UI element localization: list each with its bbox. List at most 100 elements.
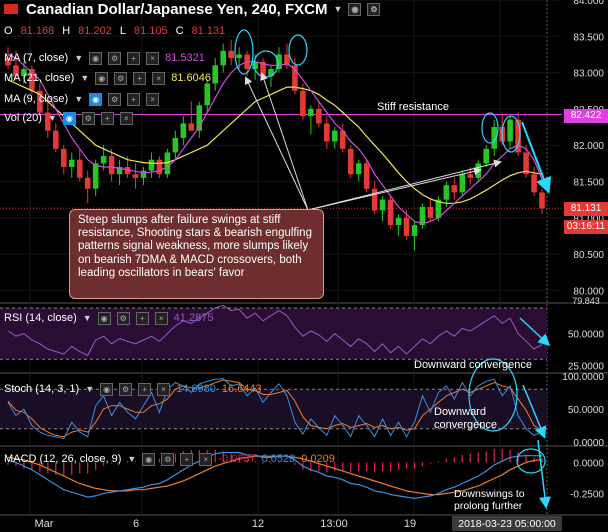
highlight-circle: [481, 112, 499, 144]
candle-body: [204, 83, 211, 106]
candle-body: [108, 156, 115, 175]
add-icon[interactable]: +: [127, 51, 141, 65]
candle-body: [507, 119, 513, 142]
add-icon[interactable]: +: [100, 111, 114, 125]
macd-histogram-bar: [174, 453, 176, 463]
rsi-value: 41.2875: [173, 312, 214, 324]
candle-body: [467, 174, 474, 178]
candle-body: [491, 127, 497, 149]
eye-icon[interactable]: ◉: [348, 2, 362, 16]
candle-body: [100, 156, 107, 164]
candle-body: [300, 90, 306, 117]
macd-histogram-bar: [262, 462, 264, 464]
candle-body: [411, 225, 418, 236]
close-icon[interactable]: ×: [199, 452, 213, 466]
price-axis-tick-label: 82.000: [573, 141, 604, 152]
chevron-down-icon[interactable]: ▼: [74, 53, 84, 63]
ma9-label: MA (9, close): [4, 93, 69, 105]
macd-histogram-bar: [111, 462, 113, 464]
eye-off-icon[interactable]: ◉: [62, 111, 76, 125]
add-icon[interactable]: +: [135, 311, 149, 325]
macd-line-value: 0.0528: [261, 453, 296, 465]
candle-body: [60, 148, 67, 167]
legend-ma7[interactable]: MA (7, close) ▼ ◉ ⚙ + × 81.5321: [4, 50, 205, 66]
macd-histogram-bar: [230, 453, 232, 463]
add-icon[interactable]: +: [180, 452, 194, 466]
price-axis-tick-label: 83.000: [573, 69, 604, 80]
close-icon[interactable]: ×: [146, 92, 160, 106]
macd-histogram-bar: [493, 448, 495, 463]
chevron-down-icon[interactable]: ▼: [80, 73, 90, 83]
eye-icon[interactable]: ◉: [95, 71, 109, 85]
close-icon[interactable]: ×: [157, 382, 171, 396]
macd-histogram-bar: [15, 462, 17, 467]
eye-icon[interactable]: ◉: [142, 452, 156, 466]
macd-histogram-bar: [389, 462, 392, 472]
chevron-down-icon[interactable]: ▼: [333, 4, 343, 14]
chevron-down-icon[interactable]: ▼: [127, 454, 137, 464]
stoch-k-value: 14.6980: [176, 383, 216, 395]
legend-ma21[interactable]: MA (21, close) ▼ ◉ ⚙ + × 81.6046: [4, 70, 211, 86]
rsi-convergence-note: Downward convergence: [414, 359, 533, 371]
close-icon[interactable]: ×: [119, 111, 133, 125]
macd-histogram-bar: [118, 462, 121, 463]
rsi-axis-tick-label: 25.0000: [568, 362, 605, 373]
eye-icon[interactable]: ◉: [100, 382, 114, 396]
add-icon[interactable]: +: [138, 382, 152, 396]
legend-ma9[interactable]: MA (9, close) ▼ ◉ ⚙ + ×: [4, 91, 160, 107]
candle-body: [419, 206, 426, 226]
macd-histogram-bar: [405, 462, 408, 469]
flag-icon: [4, 4, 18, 14]
stoch-axis-tick-label: 0.0000: [573, 438, 604, 449]
candle-body: [403, 217, 410, 236]
stoch-trend-arrow: [522, 384, 547, 439]
add-icon[interactable]: +: [133, 71, 147, 85]
crosshair-time-label: 2018-03-23 05:00:00: [458, 518, 556, 530]
candle-body: [220, 50, 226, 66]
time-axis-tick-label: Mar: [35, 518, 54, 530]
eye-icon[interactable]: ◉: [97, 311, 111, 325]
macd-histogram-bar: [134, 461, 137, 463]
legend-vol[interactable]: Vol (20) ▼ ◉ ⚙ + ×: [4, 110, 133, 126]
rsi-trend-arrow: [519, 317, 551, 347]
settings-icon[interactable]: ⚙: [108, 92, 122, 106]
settings-icon[interactable]: ⚙: [114, 71, 128, 85]
macd-histogram-bar: [350, 462, 352, 473]
eye-off-icon[interactable]: ◉: [89, 92, 103, 106]
chevron-down-icon[interactable]: ▼: [85, 384, 95, 394]
macd-histogram-bar: [310, 462, 312, 472]
candle-body: [355, 163, 362, 175]
settings-icon[interactable]: ⚙: [161, 452, 175, 466]
chevron-down-icon[interactable]: ▼: [82, 313, 92, 323]
stoch-k-line: [7, 378, 543, 440]
candle-body: [539, 192, 545, 209]
candle-body: [316, 108, 322, 124]
ma21-label: MA (21, close): [4, 72, 75, 84]
candle-body: [531, 174, 537, 193]
add-icon[interactable]: +: [127, 92, 141, 106]
legend-rsi[interactable]: RSI (14, close) ▼ ◉ ⚙ + × 41.2875: [4, 310, 213, 326]
settings-icon[interactable]: ⚙: [116, 311, 130, 325]
close-icon[interactable]: ×: [154, 311, 168, 325]
time-axis-tick-label: 6: [133, 518, 139, 530]
symbol-title[interactable]: Canadian Dollar/Japanese Yen, 240, FXCM …: [4, 1, 381, 18]
macd-histogram-bar: [374, 462, 376, 473]
legend-stoch[interactable]: Stoch (14, 3, 1) ▼ ◉ ⚙ + × 14.6980 16.6443: [4, 381, 262, 397]
candle-body: [13, 65, 19, 77]
settings-icon[interactable]: ⚙: [108, 51, 122, 65]
chevron-down-icon[interactable]: ▼: [74, 94, 84, 104]
eye-icon[interactable]: ◉: [89, 51, 103, 65]
legend-macd[interactable]: MACD (12, 26, close, 9) ▼ ◉ ⚙ + × -0.0737 0…: [4, 451, 335, 467]
chevron-down-icon[interactable]: ▼: [47, 113, 57, 123]
settings-icon[interactable]: ⚙: [367, 2, 381, 16]
candle-body: [379, 199, 386, 211]
settings-icon[interactable]: ⚙: [81, 111, 95, 125]
callout-arrow: [244, 76, 309, 211]
close-icon[interactable]: ×: [146, 51, 160, 65]
close-icon[interactable]: ×: [152, 71, 166, 85]
stoch-d-line: [7, 379, 543, 438]
settings-icon[interactable]: ⚙: [119, 382, 133, 396]
analysis-note: Steep slumps after failure swings at sti…: [69, 209, 324, 299]
candle-body: [331, 130, 338, 142]
macd-histogram-bar: [31, 462, 33, 470]
